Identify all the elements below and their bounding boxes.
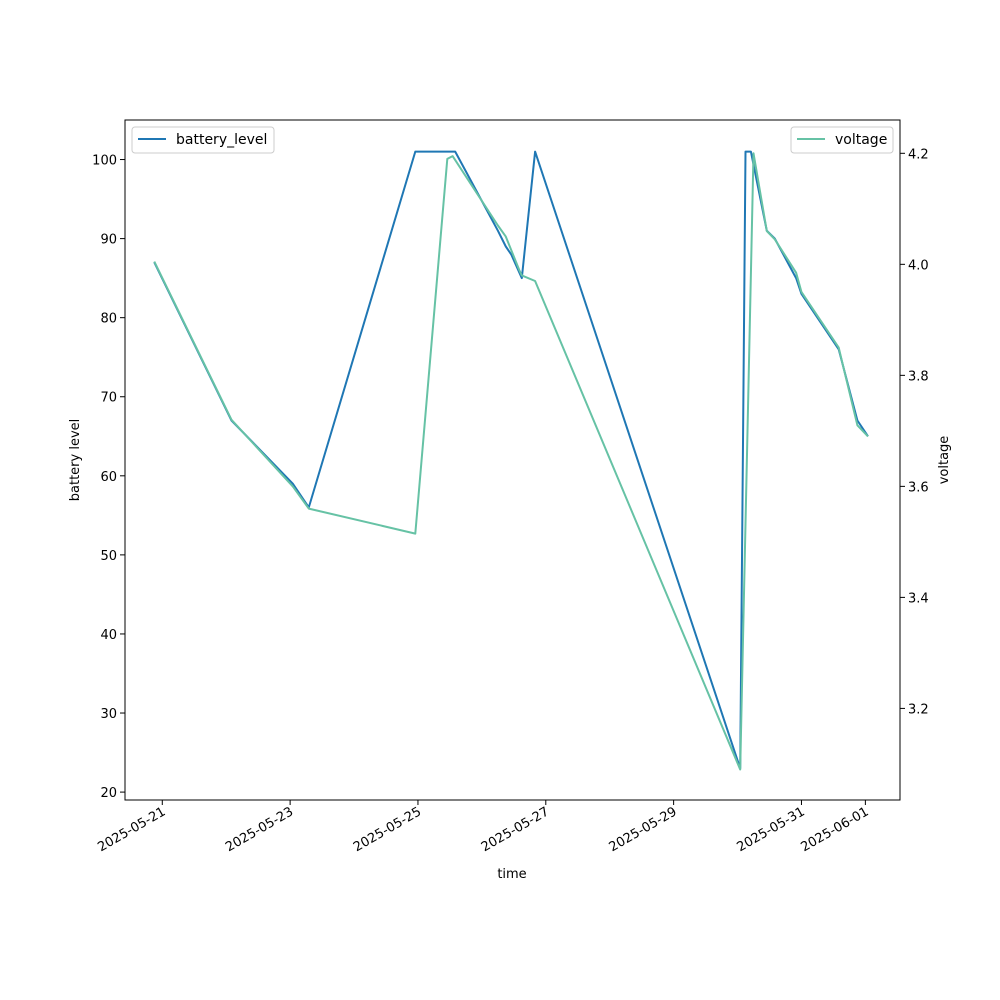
legend-label: voltage [835,132,887,148]
y-axis-right-title: voltage [937,436,952,485]
y-right-tick-label: 4.0 [908,258,929,273]
series-line-voltage [153,152,869,771]
y-left-tick-label: 70 [100,391,117,406]
legend-battery-level: battery_level [131,126,275,154]
y-right-tick-label: 3.8 [908,369,929,384]
y-left-tick-label: 100 [92,154,117,169]
plot-frame [124,119,901,801]
legend-label: battery_level [176,132,267,148]
y-axis-right: 3.2 3.4 3.6 3.8 4.0 4.2 [900,147,929,717]
y-left-tick-label: 30 [100,707,117,722]
y-right-tick-label: 3.2 [908,702,929,717]
legend-voltage: voltage [790,126,894,154]
y-left-tick-label: 20 [100,786,117,801]
y-left-tick-label: 60 [100,470,117,485]
y-axis-left: 20 30 40 50 60 70 80 90 100 [92,154,125,801]
y-left-tick-label: 50 [100,549,117,564]
legend-frame [131,126,275,154]
y-axis-left-title: battery level [68,419,83,502]
y-left-tick-label: 40 [100,628,117,643]
y-right-tick-label: 4.2 [908,147,929,162]
y-left-tick-label: 90 [100,233,117,248]
x-axis-title: time [497,867,526,882]
y-right-tick-label: 3.4 [908,591,929,606]
y-right-tick-label: 3.6 [908,480,929,495]
y-left-tick-label: 80 [100,312,117,327]
series-layer [153,150,869,771]
legend-frame [790,126,894,154]
